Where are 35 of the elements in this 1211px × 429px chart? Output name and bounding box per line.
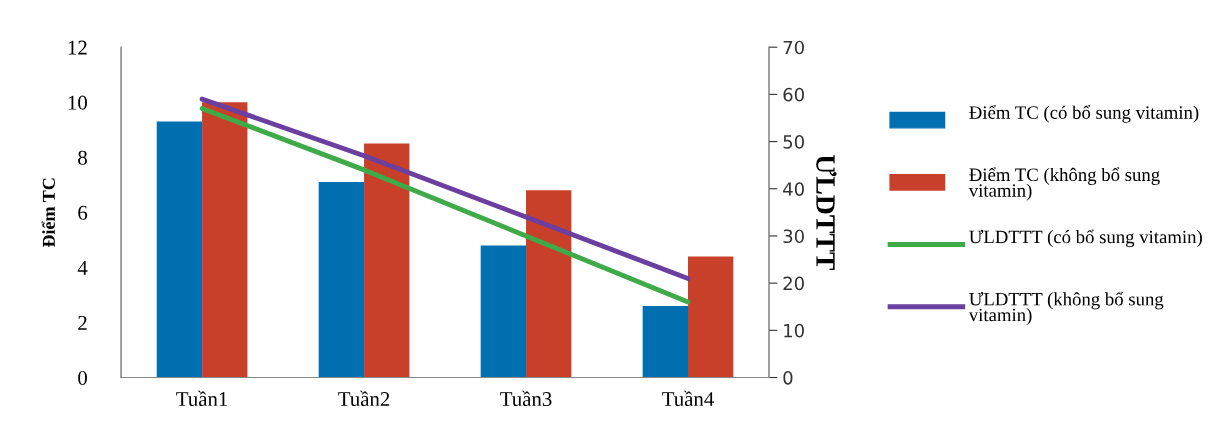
y-axis-title: Điểm TC [41, 178, 55, 248]
line-series [199, 96, 691, 281]
x-tick-label: Tuần1 [176, 390, 228, 407]
bar [364, 143, 410, 378]
y-tick-label: 4 [77, 260, 88, 275]
legend-label: ƯLDTTT (không bổ sung vitamin) [968, 291, 1164, 326]
y-tick-label: 8 [78, 150, 87, 165]
y2-axis-title: ƯLDTTT [816, 154, 837, 271]
legend-label: ƯLDTTT (có bổ sung vitamin) [969, 229, 1202, 248]
legend-label: Điểm TC (không bổ sung vitamin) [968, 167, 1160, 201]
y-tick-label: 10 [68, 95, 87, 110]
line-series [199, 106, 691, 305]
y2-tick-label: 50 [783, 135, 804, 149]
bar [688, 256, 734, 378]
y-tick-label: 6 [78, 205, 88, 220]
y2-tick-label: 30 [783, 229, 804, 244]
bar [202, 102, 248, 378]
bar [480, 245, 527, 378]
y-tick-label: 12 [68, 40, 87, 55]
y2-tick-label: 20 [783, 276, 804, 291]
x-tick-label: Tuần2 [338, 390, 390, 407]
x-tick-label: Tuần3 [500, 390, 552, 407]
y2-tick-label: 10 [784, 323, 804, 338]
x-tick-label: Tuần4 [662, 390, 714, 407]
y2-tick-label: 40 [783, 182, 804, 196]
y2-tick-label: 60 [783, 87, 804, 102]
bar [526, 190, 572, 378]
y2-tick-label: 70 [783, 40, 804, 55]
legend-label: Điểm TC (có bổ sung vitamin) [969, 105, 1199, 123]
bar [642, 305, 688, 378]
bar [318, 182, 365, 378]
y-tick-label: 0 [78, 370, 87, 385]
bar [156, 121, 203, 378]
y2-tick-label: 0 [783, 370, 793, 385]
y-tick-label: 2 [78, 315, 87, 330]
